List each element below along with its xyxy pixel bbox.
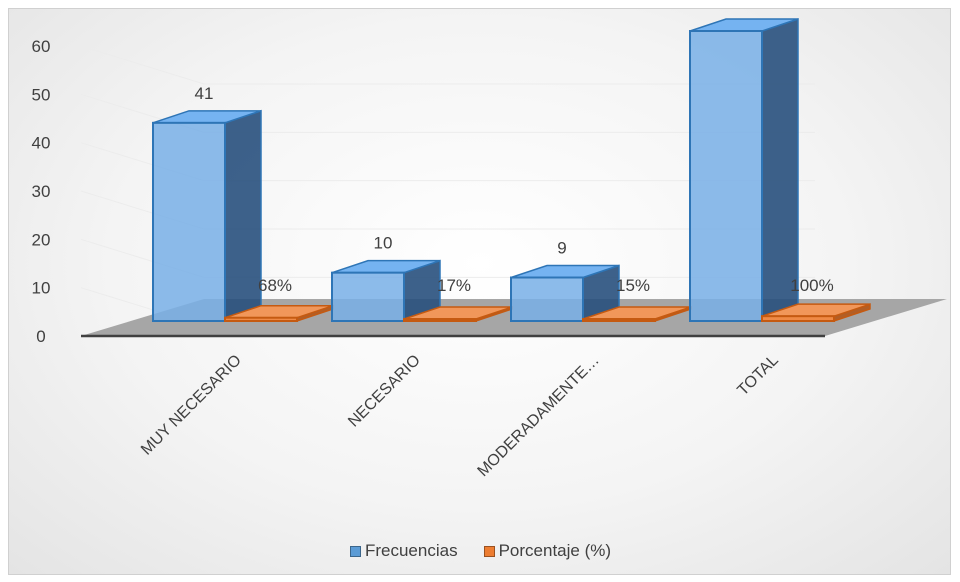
legend: Frecuencias Porcentaje (%) xyxy=(9,541,952,561)
x-tick-label: TOTAL xyxy=(734,352,782,400)
y-tick-label: 10 xyxy=(32,279,51,298)
bar-frecuencias-front xyxy=(510,276,584,322)
legend-label-porcentaje: Porcentaje (%) xyxy=(498,541,612,560)
bar-frecuencias-front xyxy=(152,121,226,323)
gridline xyxy=(80,45,815,85)
bar-frecuencias-front xyxy=(331,271,405,322)
y-tick-label: 50 xyxy=(32,85,51,104)
bar-porcentaje xyxy=(761,303,871,323)
bar-frecuencias-side xyxy=(224,109,262,323)
data-label-porcentaje: 68% xyxy=(258,276,292,295)
data-label-frecuencias: 10 xyxy=(374,234,393,253)
legend-item-frecuencias: Frecuencias xyxy=(349,541,458,561)
x-tick-label: MODERADAMENTE… xyxy=(475,352,603,480)
data-label-frecuencias: 41 xyxy=(195,84,214,103)
bar-frecuencias-front xyxy=(689,30,763,322)
y-tick-label: 20 xyxy=(32,230,51,249)
x-tick-label: NECESARIO xyxy=(345,352,424,431)
bar-chart-3d: 0 10 20 30 40 50 60 41 68% MUY NECESARIO 10 17% NECE… xyxy=(32,9,947,480)
chart-area: 0 10 20 30 40 50 60 41 68% MUY NECESARIO 10 17% NECE… xyxy=(8,8,951,575)
x-tick-label: MUY NECESARIO xyxy=(138,352,245,459)
legend-swatch-frecuencias xyxy=(349,545,361,557)
data-label-frecuencias: 9 xyxy=(557,239,566,258)
y-tick-label: 60 xyxy=(32,37,51,56)
bar-porcentaje-front xyxy=(403,318,477,322)
bar-frecuencias xyxy=(510,264,620,323)
y-tick-label: 30 xyxy=(32,182,51,201)
data-label-porcentaje: 100% xyxy=(790,276,833,295)
bar-frecuencias xyxy=(152,109,262,323)
legend-swatch-porcentaje xyxy=(483,545,495,557)
legend-label-frecuencias: Frecuencias xyxy=(364,541,458,560)
legend-item-porcentaje: Porcentaje (%) xyxy=(483,541,612,561)
y-tick-label: 0 xyxy=(36,327,45,346)
data-label-porcentaje: 15% xyxy=(616,276,650,295)
data-label-frecuencias: 60 xyxy=(732,9,751,11)
bar-porcentaje-front xyxy=(582,318,656,322)
bar-frecuencias xyxy=(331,259,441,323)
y-tick-label: 40 xyxy=(32,134,51,153)
data-label-porcentaje: 17% xyxy=(437,276,471,295)
bar-frecuencias xyxy=(689,17,799,323)
bar-porcentaje-front xyxy=(224,316,298,323)
bar-porcentaje-front xyxy=(761,315,835,322)
